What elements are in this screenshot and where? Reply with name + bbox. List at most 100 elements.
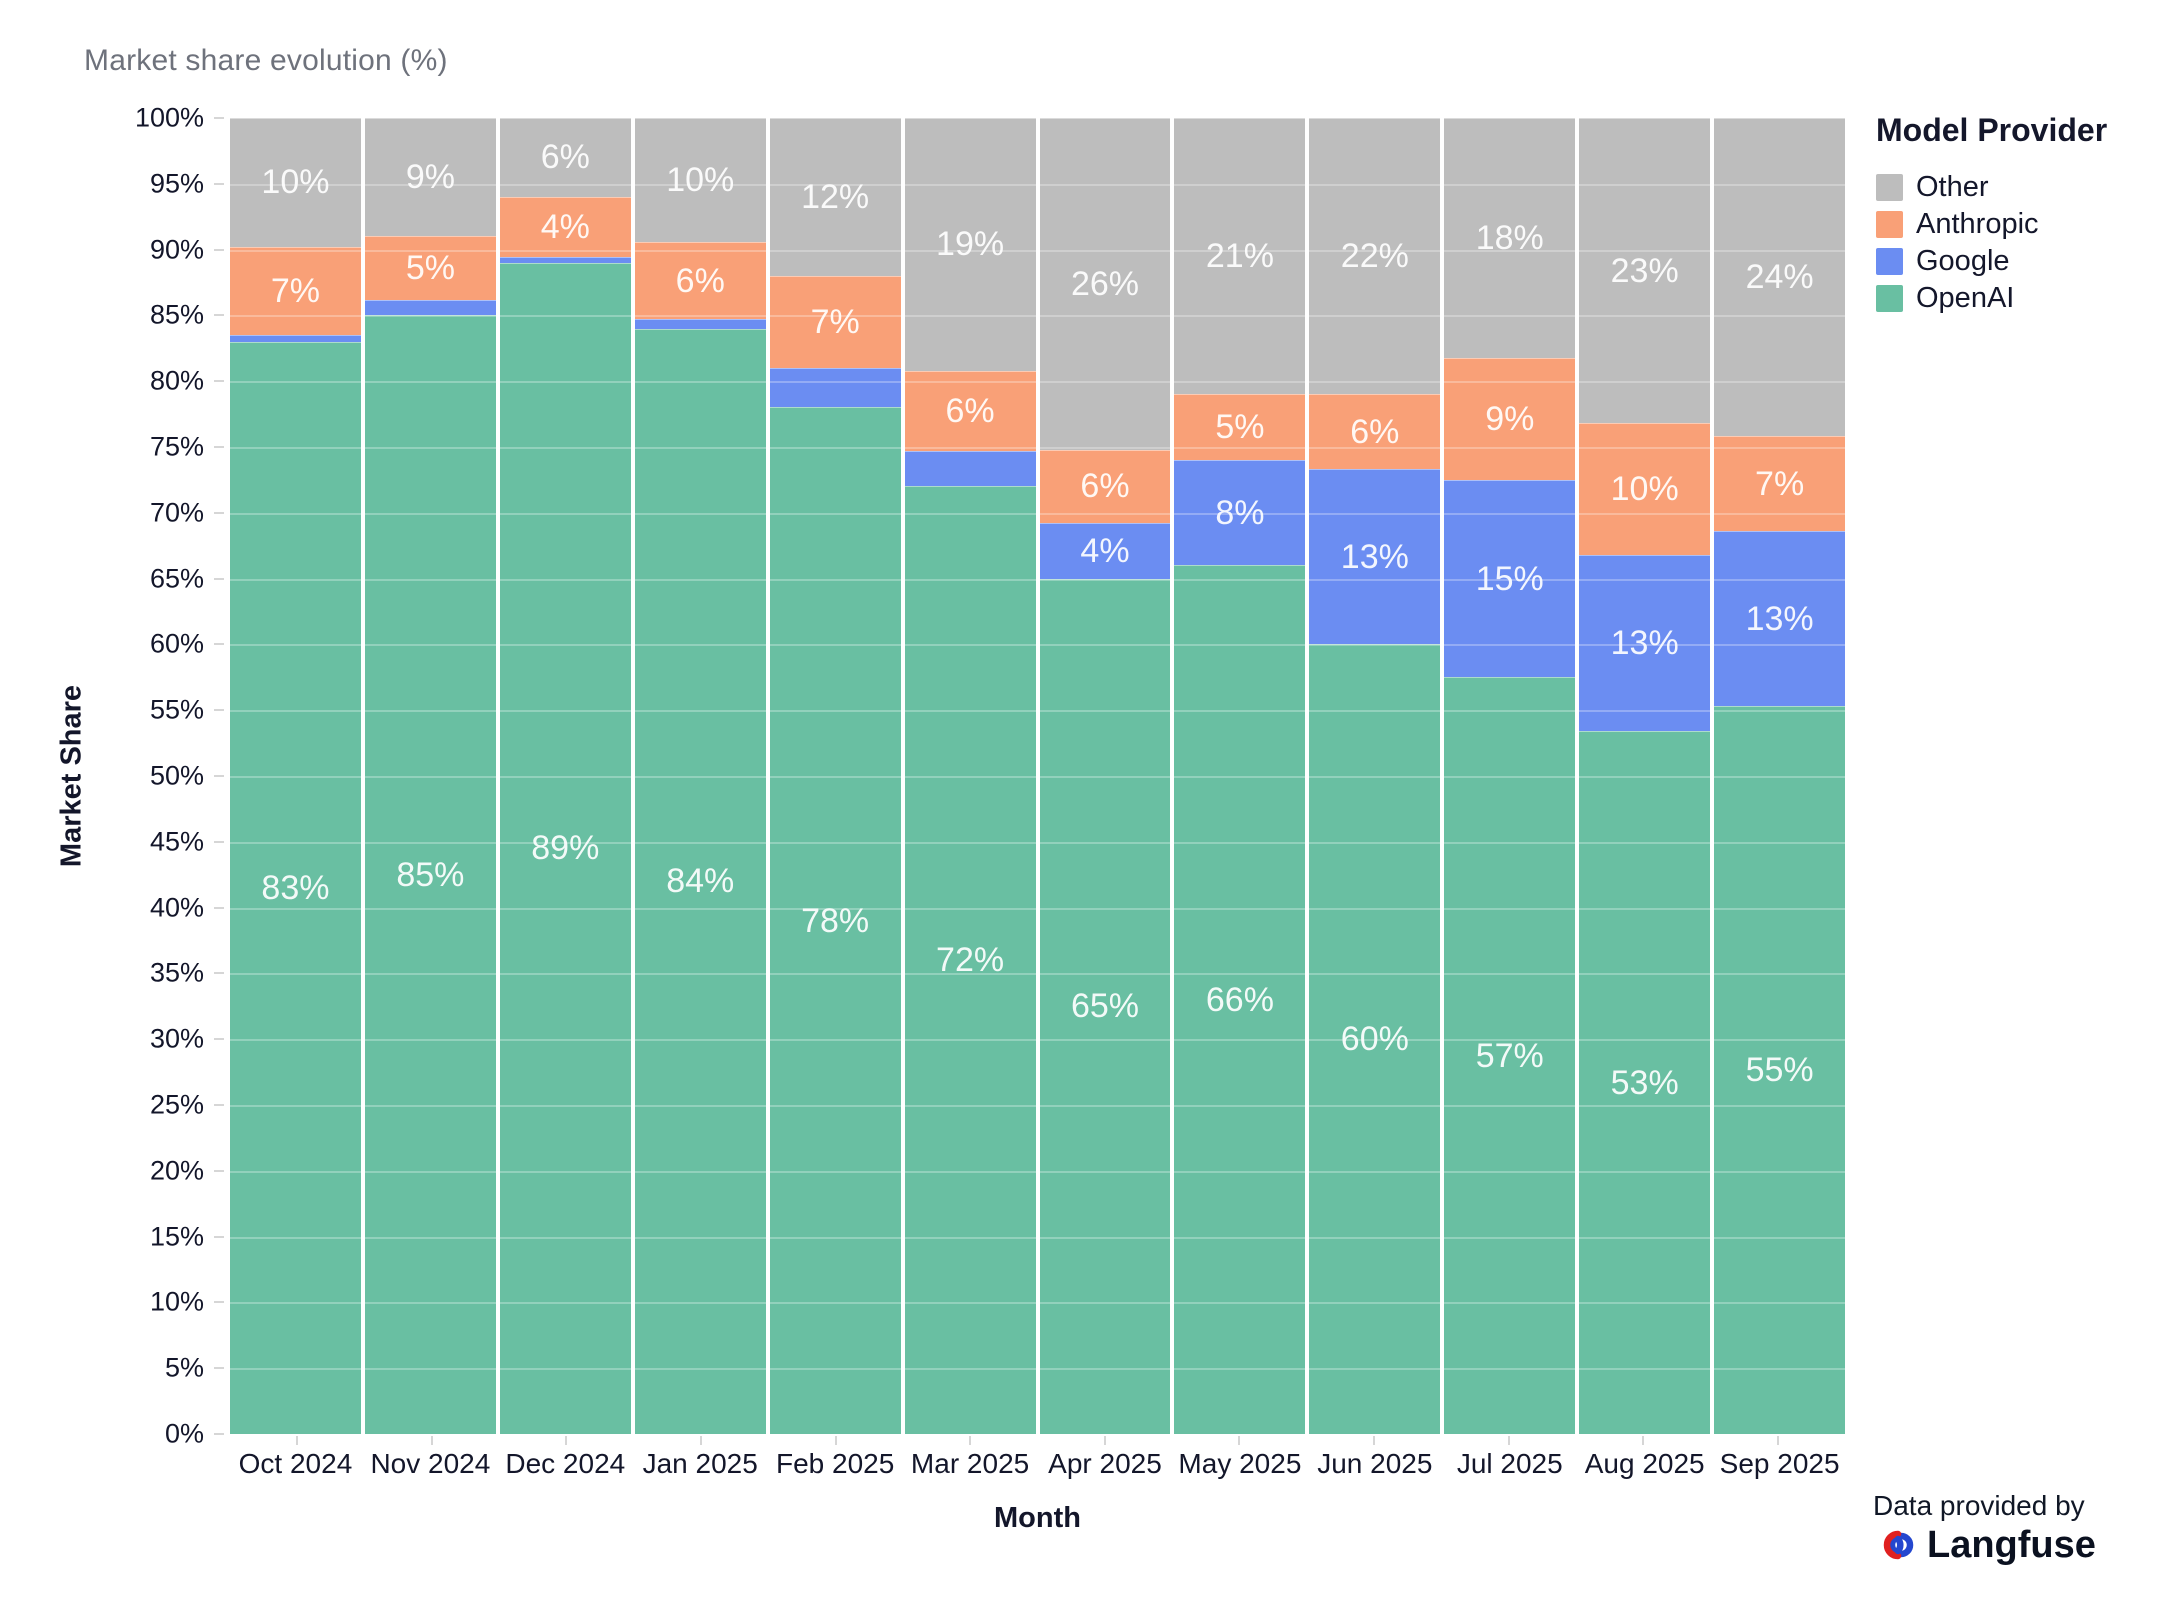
y-axis-tick-label: 40% xyxy=(149,892,204,923)
y-axis-tick-label: 15% xyxy=(149,1221,204,1252)
legend-title: Model Provider xyxy=(1876,112,2108,148)
y-axis-tick xyxy=(214,577,224,580)
bar-segment-google-2 xyxy=(364,299,496,316)
x-axis-label: Jan 2025 xyxy=(642,1448,758,1479)
bar-value-label: 10% xyxy=(666,160,735,199)
x-axis-label: Apr 2025 xyxy=(1048,1448,1162,1479)
legend-swatch-icon xyxy=(1876,248,1903,275)
legend-item-label: Google xyxy=(1916,245,2010,277)
bar-value-label: 22% xyxy=(1340,237,1409,276)
bar-value-label: 4% xyxy=(540,208,590,247)
bar-may-2025: 21% 5% 8% 66% xyxy=(1174,118,1306,1434)
y-axis-tick xyxy=(214,775,224,777)
y-axis-tick xyxy=(214,314,224,317)
bar-value-label: 5% xyxy=(405,249,455,288)
plot-area: 10% 7% 83% 9% 5% 85% 6% 4% 89% 10% 6% 84% 12% 7% 78% 19… xyxy=(230,118,1846,1434)
bar-value-label: 6% xyxy=(675,261,725,300)
bar-segment-anthropic-11: 10% xyxy=(1579,423,1711,555)
bar-value-label: 65% xyxy=(1070,987,1140,1026)
y-axis-tick xyxy=(214,1235,224,1238)
y-axis-tick-label: 100% xyxy=(134,102,204,133)
bar-segment-openai-6: 72% xyxy=(904,486,1036,1434)
y-axis-tick-label: 5% xyxy=(164,1352,204,1383)
y-axis-tick-label: 45% xyxy=(149,826,204,857)
y-axis-tick xyxy=(214,1301,224,1304)
bar-value-label: 72% xyxy=(936,941,1005,980)
legend-swatch-icon xyxy=(1876,174,1903,201)
y-axis-tick xyxy=(214,380,224,383)
x-axis-tick xyxy=(430,1436,433,1445)
legend-swatch-icon xyxy=(1876,285,1903,312)
bar-value-label: 15% xyxy=(1475,559,1544,598)
attribution-prefix: Data provided by xyxy=(1873,1490,2085,1521)
x-axis-title: Month xyxy=(994,1502,1081,1534)
x-axis-tick xyxy=(700,1436,703,1445)
bar-segment-other-4: 10% xyxy=(634,118,766,242)
bar-segment-google-5 xyxy=(769,368,901,408)
y-axis-tick xyxy=(214,248,224,251)
bar-segment-anthropic-3: 4% xyxy=(499,196,631,258)
bar-mar-2025: 19% 6% 72% xyxy=(904,118,1036,1434)
y-axis-tick xyxy=(214,1104,224,1106)
bar-segment-other-11: 23% xyxy=(1579,118,1711,424)
bar-dec-2024: 6% 4% 89% xyxy=(499,118,631,1434)
y-axis-tick xyxy=(214,182,224,185)
bar-oct-2024: 10% 7% 83% xyxy=(230,118,361,1434)
x-axis-label: Aug 2025 xyxy=(1584,1448,1705,1479)
y-axis-tick-label: 20% xyxy=(149,1155,204,1186)
x-axis-label: May 2025 xyxy=(1178,1448,1302,1479)
bar-segment-other-7: 26% xyxy=(1039,118,1171,450)
bar-value-label: 13% xyxy=(1610,624,1679,663)
bar-value-label: 89% xyxy=(531,829,600,868)
y-axis-tick xyxy=(214,840,224,843)
y-axis-tick-label: 25% xyxy=(149,1089,204,1120)
bar-segment-anthropic-1: 7% xyxy=(230,246,361,336)
y-axis-tick-label: 60% xyxy=(149,628,204,659)
bar-segment-anthropic-4: 6% xyxy=(634,241,766,320)
x-axis-label: Nov 2024 xyxy=(370,1448,491,1479)
bar-segment-google-11: 13% xyxy=(1579,554,1711,732)
bar-sep-2025: 24% 7% 13% 55% xyxy=(1714,118,1846,1434)
bar-value-label: 6% xyxy=(1080,467,1130,506)
bar-segment-anthropic-9: 6% xyxy=(1309,394,1441,470)
bar-value-label: 4% xyxy=(1080,531,1130,570)
bar-segment-other-10: 18% xyxy=(1444,118,1576,358)
bar-value-label: 60% xyxy=(1340,1020,1409,1059)
y-axis-tick xyxy=(214,1169,224,1172)
bar-value-label: 12% xyxy=(801,177,870,216)
bar-value-label: 7% xyxy=(1755,464,1805,503)
bar-segment-other-6: 19% xyxy=(904,118,1036,371)
chart-title: Market share evolution (%) xyxy=(84,44,448,77)
attribution-brand: Langfuse xyxy=(1927,1524,2096,1566)
bar-value-label: 24% xyxy=(1745,258,1814,297)
bar-segment-google-9: 13% xyxy=(1309,469,1441,645)
y-axis-tick xyxy=(214,1367,224,1370)
bar-value-label: 7% xyxy=(810,302,860,341)
bar-value-label: 21% xyxy=(1205,237,1274,276)
bar-segment-openai-9: 60% xyxy=(1309,644,1441,1434)
bar-value-label: 10% xyxy=(261,163,330,202)
bar-value-label: 83% xyxy=(261,868,330,907)
y-axis-tick xyxy=(214,1433,224,1435)
x-axis-tick xyxy=(834,1436,837,1445)
bar-segment-openai-12: 55% xyxy=(1714,706,1846,1434)
bar-segment-openai-1: 83% xyxy=(230,341,361,1434)
bar-value-label: 23% xyxy=(1610,251,1679,290)
bar-segment-openai-8: 66% xyxy=(1174,565,1306,1434)
x-axis-tick xyxy=(565,1436,568,1445)
legend-item-google: Google xyxy=(1876,243,2107,280)
bar-segment-openai-3: 89% xyxy=(499,262,631,1434)
legend-item-other: Other xyxy=(1876,169,2107,206)
bar-segment-google-10: 15% xyxy=(1444,479,1576,678)
x-axis-label: Feb 2025 xyxy=(775,1448,895,1479)
x-axis-tick xyxy=(1103,1436,1106,1445)
legend-items: Other Anthropic Google OpenAI xyxy=(1876,169,2107,317)
bar-segment-anthropic-8: 5% xyxy=(1174,394,1306,461)
bar-apr-2025: 26% 6% 4% 65% xyxy=(1039,118,1171,1434)
bar-segment-anthropic-12: 7% xyxy=(1714,436,1846,532)
x-axis-tick xyxy=(1642,1436,1645,1445)
y-axis-tick-label: 55% xyxy=(149,694,204,725)
y-axis-tick xyxy=(214,446,224,448)
bar-jan-2025: 10% 6% 84% xyxy=(634,118,766,1434)
